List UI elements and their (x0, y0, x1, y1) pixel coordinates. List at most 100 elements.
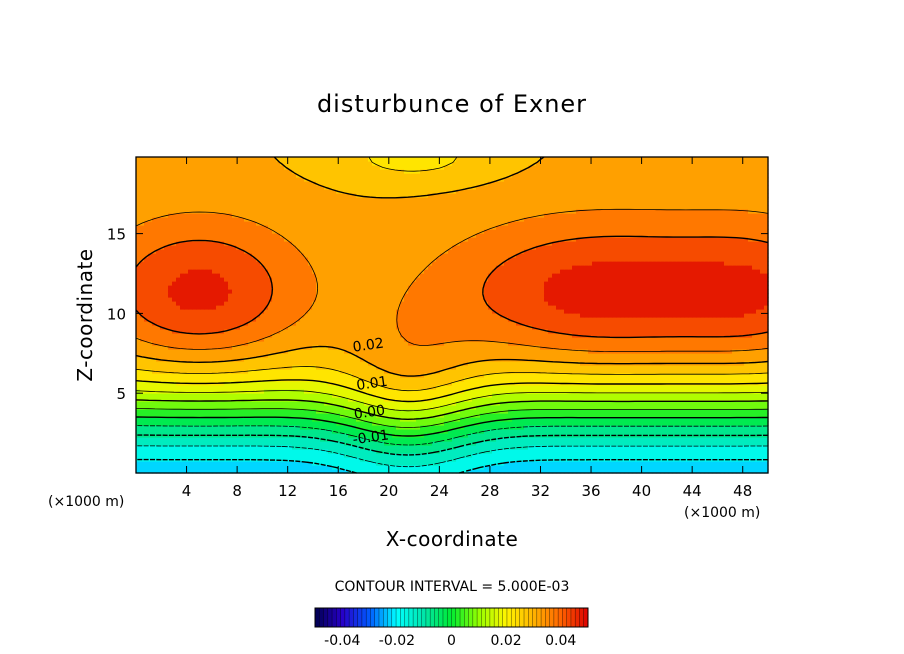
field-cell (752, 425, 757, 430)
field-cell (376, 377, 381, 382)
field-cell (220, 409, 225, 414)
field-cell (264, 397, 269, 402)
field-cell (476, 345, 481, 350)
field-cell (760, 441, 765, 446)
field-cell (700, 397, 705, 402)
field-cell (356, 437, 361, 442)
field-cell (684, 457, 689, 462)
field-cell (640, 405, 645, 410)
field-cell (296, 449, 301, 454)
field-cell (604, 445, 609, 450)
field-cell (348, 457, 353, 462)
field-cell (388, 381, 393, 386)
field-cell (648, 461, 653, 466)
field-cell (492, 385, 497, 390)
field-cell (640, 437, 645, 442)
field-cell (600, 465, 605, 470)
field-cell (524, 437, 529, 442)
field-cell (292, 421, 297, 426)
field-cell (384, 405, 389, 410)
field-cell (232, 385, 237, 390)
field-cell (208, 441, 213, 446)
field-cell (256, 409, 261, 414)
field-cell (140, 441, 145, 446)
field-cell (532, 353, 537, 358)
field-cell (308, 457, 313, 462)
field-cell (168, 393, 173, 398)
field-cell (448, 385, 453, 390)
field-cell (580, 405, 585, 410)
field-cell (180, 373, 185, 378)
field-cell (496, 405, 501, 410)
field-cell (280, 361, 285, 366)
field-cell (284, 389, 289, 394)
field-cell (364, 421, 369, 426)
field-cell (148, 365, 153, 370)
field-cell (760, 361, 765, 366)
field-cell (276, 437, 281, 442)
field-cell (444, 445, 449, 450)
field-cell (216, 465, 221, 470)
field-cell (364, 409, 369, 414)
field-cell (420, 345, 425, 350)
field-cell (160, 421, 165, 426)
field-cell (172, 405, 177, 410)
field-cell (424, 421, 429, 426)
field-cell (160, 361, 165, 366)
field-cell (540, 413, 545, 418)
field-cell (528, 429, 533, 434)
field-cell (692, 465, 697, 470)
field-cell (740, 449, 745, 454)
field-cell (664, 401, 669, 406)
field-cell (244, 445, 249, 450)
field-cell (168, 413, 173, 418)
field-cell (308, 361, 313, 366)
field-cell (552, 461, 557, 466)
field-cell (264, 381, 269, 386)
field-cell (408, 465, 413, 470)
field-cell (352, 393, 357, 398)
field-cell (388, 389, 393, 394)
field-cell (384, 373, 389, 378)
field-cell (376, 445, 381, 450)
field-cell (648, 377, 653, 382)
field-cell (644, 469, 649, 474)
field-cell (588, 461, 593, 466)
field-cell (476, 453, 481, 458)
field-cell (740, 397, 745, 402)
field-cell (632, 429, 637, 434)
field-cell (728, 413, 733, 418)
field-cell (252, 385, 257, 390)
field-cell (148, 465, 153, 470)
field-cell (192, 449, 197, 454)
field-cell (424, 429, 429, 434)
field-cell (652, 357, 657, 362)
field-cell (540, 349, 545, 354)
field-cell (248, 445, 253, 450)
field-cell (184, 345, 189, 350)
field-cell (600, 409, 605, 414)
field-cell (196, 437, 201, 442)
field-cell (356, 345, 361, 350)
field-cell (324, 421, 329, 426)
field-cell (328, 469, 333, 474)
field-cell (460, 373, 465, 378)
field-cell (336, 417, 341, 422)
field-cell (684, 421, 689, 426)
field-cell (604, 469, 609, 474)
field-cell (480, 417, 485, 422)
field-cell (636, 369, 641, 374)
field-cell (612, 425, 617, 430)
field-cell (432, 381, 437, 386)
field-cell (388, 357, 393, 362)
field-cell (752, 437, 757, 442)
field-cell (336, 377, 341, 382)
field-cell (212, 365, 217, 370)
field-cell (492, 365, 497, 370)
field-cell (744, 441, 749, 446)
field-cell (520, 401, 525, 406)
field-cell (556, 389, 561, 394)
field-cell (216, 429, 221, 434)
field-cell (392, 349, 397, 354)
field-cell (696, 365, 701, 370)
